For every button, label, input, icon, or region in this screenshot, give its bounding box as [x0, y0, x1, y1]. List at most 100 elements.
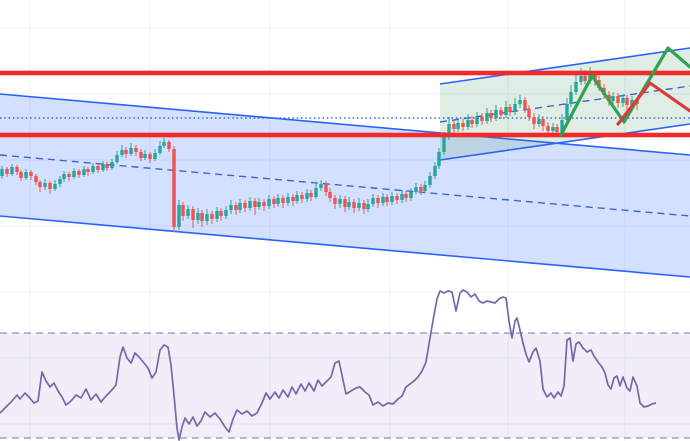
candle-body	[532, 117, 536, 124]
candle	[569, 85, 573, 107]
candle	[616, 93, 620, 108]
candle-body	[0, 169, 4, 176]
candle-body	[560, 120, 564, 132]
candle	[541, 116, 545, 131]
candle-body	[333, 198, 337, 204]
candle-body	[191, 209, 195, 220]
candle-body	[29, 172, 33, 176]
candle-body	[419, 187, 423, 191]
candle-body	[10, 167, 14, 174]
candle	[409, 188, 413, 201]
candle	[234, 202, 238, 215]
candle-body	[475, 117, 479, 124]
candle	[466, 114, 470, 130]
trend-channels[interactable]	[0, 47, 690, 278]
candle-body	[433, 166, 437, 176]
candle-body	[480, 117, 484, 121]
candle-body	[347, 202, 351, 207]
candle	[248, 197, 252, 211]
candle	[29, 170, 33, 180]
candle	[523, 97, 527, 113]
candle-body	[34, 176, 38, 182]
descending-channel-top-border[interactable]	[0, 93, 690, 156]
resistance-upper[interactable]	[0, 70, 690, 76]
candle-body	[53, 184, 57, 189]
candle	[262, 199, 266, 211]
candle	[300, 192, 304, 203]
ascending-channel[interactable]	[439, 47, 690, 161]
candle-body	[77, 171, 81, 175]
candle-body	[621, 98, 625, 103]
candle-body	[167, 142, 171, 149]
candle	[134, 145, 138, 156]
candle-body	[24, 172, 28, 178]
candle-body	[91, 166, 95, 172]
candle-body	[499, 110, 503, 115]
candle	[115, 151, 119, 164]
candle-body	[352, 202, 356, 208]
candle	[319, 180, 323, 191]
candle-body	[238, 203, 242, 210]
candle	[219, 208, 223, 221]
candle	[305, 189, 309, 202]
resistance-lower[interactable]	[0, 132, 690, 138]
candle-body	[343, 199, 347, 207]
candle	[48, 181, 52, 194]
descending-channel-midline[interactable]	[0, 154, 690, 217]
candlestick-series	[0, 67, 639, 232]
resistance-lines[interactable]	[0, 70, 690, 138]
candle	[527, 105, 531, 121]
candle-body	[376, 198, 380, 203]
candle	[86, 167, 90, 176]
candle-body	[504, 107, 508, 115]
candle-body	[485, 113, 489, 121]
candle-body	[442, 137, 446, 152]
candle	[518, 95, 522, 108]
candle	[34, 174, 38, 185]
candle-body	[324, 184, 328, 192]
candle	[366, 199, 370, 212]
candle-body	[38, 182, 42, 187]
candle-body	[593, 74, 597, 80]
descending-channel[interactable]	[0, 93, 690, 278]
candle	[414, 183, 418, 194]
candle-body	[371, 198, 375, 204]
candle	[167, 140, 171, 152]
candle-body	[423, 185, 427, 191]
candle	[53, 180, 57, 191]
candle	[224, 206, 228, 219]
bearish-projection[interactable]	[616, 81, 690, 126]
candle	[333, 195, 337, 209]
candle	[404, 191, 408, 202]
candle-body	[616, 96, 620, 103]
oscillator-pane[interactable]	[0, 289, 690, 441]
candle	[456, 118, 460, 132]
candle	[314, 182, 318, 199]
candle	[110, 159, 114, 170]
candle-body	[62, 174, 66, 179]
candle-body	[295, 195, 299, 201]
projection-zigzags[interactable]	[559, 46, 690, 137]
candle-body	[267, 199, 271, 206]
candle	[385, 194, 389, 206]
candle	[238, 199, 242, 213]
candle-body	[219, 211, 223, 216]
candle	[15, 165, 19, 175]
candle-body	[314, 188, 318, 197]
candle	[38, 180, 42, 192]
candle	[91, 163, 95, 174]
ascending-channel-bottom-border[interactable]	[439, 123, 690, 161]
candle	[153, 149, 157, 161]
descending-channel-bottom-border[interactable]	[0, 215, 690, 278]
candle	[181, 202, 185, 221]
candle-body	[124, 150, 128, 154]
candle	[390, 192, 394, 205]
candle-body	[625, 98, 629, 105]
bullish-projection[interactable]	[559, 46, 690, 137]
candle-body	[86, 169, 90, 172]
ascending-channel-top-border[interactable]	[439, 47, 690, 85]
candle-body	[527, 109, 531, 117]
candle-body	[82, 169, 86, 175]
candle	[101, 161, 105, 172]
